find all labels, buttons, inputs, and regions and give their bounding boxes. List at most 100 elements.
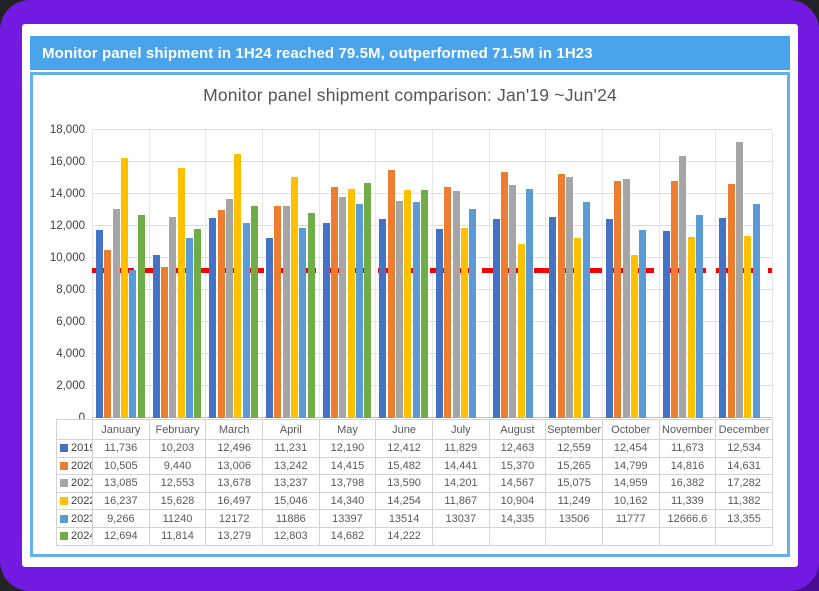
plot-area	[92, 129, 773, 418]
plot-vertical-gridline	[545, 130, 547, 418]
legend-swatch	[60, 514, 68, 523]
bar-slot	[120, 130, 128, 418]
table-value-cell: 11,673	[659, 440, 717, 458]
table-corner-cell	[57, 420, 93, 440]
table-value-cell: 10,203	[149, 440, 207, 458]
bar-slot	[266, 130, 274, 418]
y-axis-tick-label: 10,000	[49, 252, 85, 264]
table-value-cell: 13,678	[206, 475, 263, 493]
table-value-cell: 14,415	[319, 457, 377, 476]
table-value-cell: 12,559	[546, 440, 603, 458]
legend-swatch	[60, 532, 68, 541]
plot-vertical-gridline	[602, 130, 603, 418]
bar-slot	[282, 130, 290, 418]
table-value-cell: 15,370	[489, 457, 547, 476]
bar-2022-april	[290, 177, 298, 418]
bar-2023-october	[639, 229, 647, 418]
y-axis-tick-label: 18,000	[49, 124, 85, 136]
legend-year-cell: 2020	[57, 457, 93, 476]
table-value-cell: 12172	[206, 510, 263, 528]
bar-slot	[161, 130, 169, 418]
table-value-cell: 17,282	[716, 475, 773, 493]
bar-slot	[736, 130, 743, 418]
y-axis-tick-label: 16,000	[49, 156, 85, 168]
bar-2021-august	[509, 184, 517, 418]
bar-2023-august	[525, 188, 533, 418]
bar-slot	[469, 130, 477, 418]
bar-2020-august	[501, 172, 509, 418]
bar-group-january	[92, 130, 149, 418]
plot-vertical-gridline	[715, 130, 717, 418]
bar-slot	[614, 130, 622, 418]
bar-2019-june	[379, 219, 387, 418]
bar-slot	[662, 130, 670, 418]
bar-slot	[112, 130, 120, 418]
bar-slot	[274, 130, 282, 418]
table-value-cell: 13,279	[206, 527, 263, 546]
table-value-cell	[602, 527, 660, 546]
legend-year-label: 2019	[71, 442, 92, 455]
plot-vertical-gridline	[148, 130, 150, 418]
table-value-cell: 11886	[262, 510, 320, 528]
table-value-cell: 16,237	[93, 492, 150, 511]
table-value-cell: 15,046	[262, 492, 320, 511]
month-header-cell: October	[602, 420, 660, 440]
month-header-cell: December	[716, 420, 773, 440]
bar-2020-april	[274, 206, 282, 418]
bar-2020-december	[727, 183, 735, 418]
bar-slot	[242, 130, 250, 418]
table-value-cell: 14,201	[432, 475, 490, 493]
bar-2021-january	[112, 208, 120, 418]
table-value-cell: 13,798	[319, 475, 377, 493]
table-value-cell: 12666.6	[659, 510, 717, 528]
bar-slot	[452, 130, 460, 418]
table-value-cell: 15,628	[149, 492, 207, 511]
bar-2020-june	[387, 170, 395, 418]
bar-slot	[364, 130, 372, 418]
bar-2020-july	[444, 186, 452, 418]
table-value-cell: 14,335	[489, 510, 547, 528]
bar-slot	[549, 130, 557, 418]
bar-slot	[290, 130, 298, 418]
bar-group-december	[715, 130, 772, 418]
bar-2023-april	[299, 227, 307, 418]
bar-2024-march	[250, 205, 258, 418]
y-axis-tick-label: 6,000	[56, 316, 85, 328]
bar-slot	[104, 130, 112, 418]
table-value-cell: 13506	[546, 510, 603, 528]
plot-vertical-gridline	[318, 130, 320, 418]
table-value-cell: 12,553	[149, 475, 207, 493]
bar-2023-march	[242, 223, 250, 418]
bar-group-june	[375, 130, 432, 418]
table-value-cell: 11,339	[659, 492, 717, 511]
legend-year-cell: 2019	[57, 440, 93, 458]
table-value-cell	[432, 527, 490, 546]
reference-dashed-line	[92, 268, 772, 274]
bar-slot	[355, 130, 363, 418]
table-value-cell: 12,803	[262, 527, 320, 546]
plot-vertical-gridline	[658, 130, 660, 418]
bar-2024-may	[364, 183, 372, 418]
bar-2022-november	[687, 236, 695, 418]
bar-2024-april	[307, 213, 315, 418]
bar-slot	[307, 130, 315, 418]
month-header-cell: November	[659, 420, 717, 440]
plot-vertical-gridline	[432, 130, 433, 418]
month-header-cell: March	[206, 420, 263, 440]
bar-2021-march	[226, 199, 233, 418]
bar-slot	[622, 130, 630, 418]
bar-2022-march	[234, 154, 242, 418]
bar-2021-june	[396, 200, 403, 418]
bar-2021-september	[566, 176, 573, 418]
bar-slot	[209, 130, 217, 418]
bar-group-november	[659, 130, 716, 418]
chart-card: Monitor panel shipment in 1H24 reached 7…	[22, 24, 798, 567]
table-value-cell: 14,254	[376, 492, 433, 511]
bar-slot	[591, 130, 598, 418]
bar-group-august	[489, 130, 546, 418]
bar-slot	[185, 130, 193, 418]
chart-container: Monitor panel shipment comparison: Jan'1…	[30, 72, 790, 557]
table-value-cell: 13,590	[376, 475, 433, 493]
table-value-cell: 9,266	[93, 510, 150, 528]
bar-slot	[217, 130, 225, 418]
